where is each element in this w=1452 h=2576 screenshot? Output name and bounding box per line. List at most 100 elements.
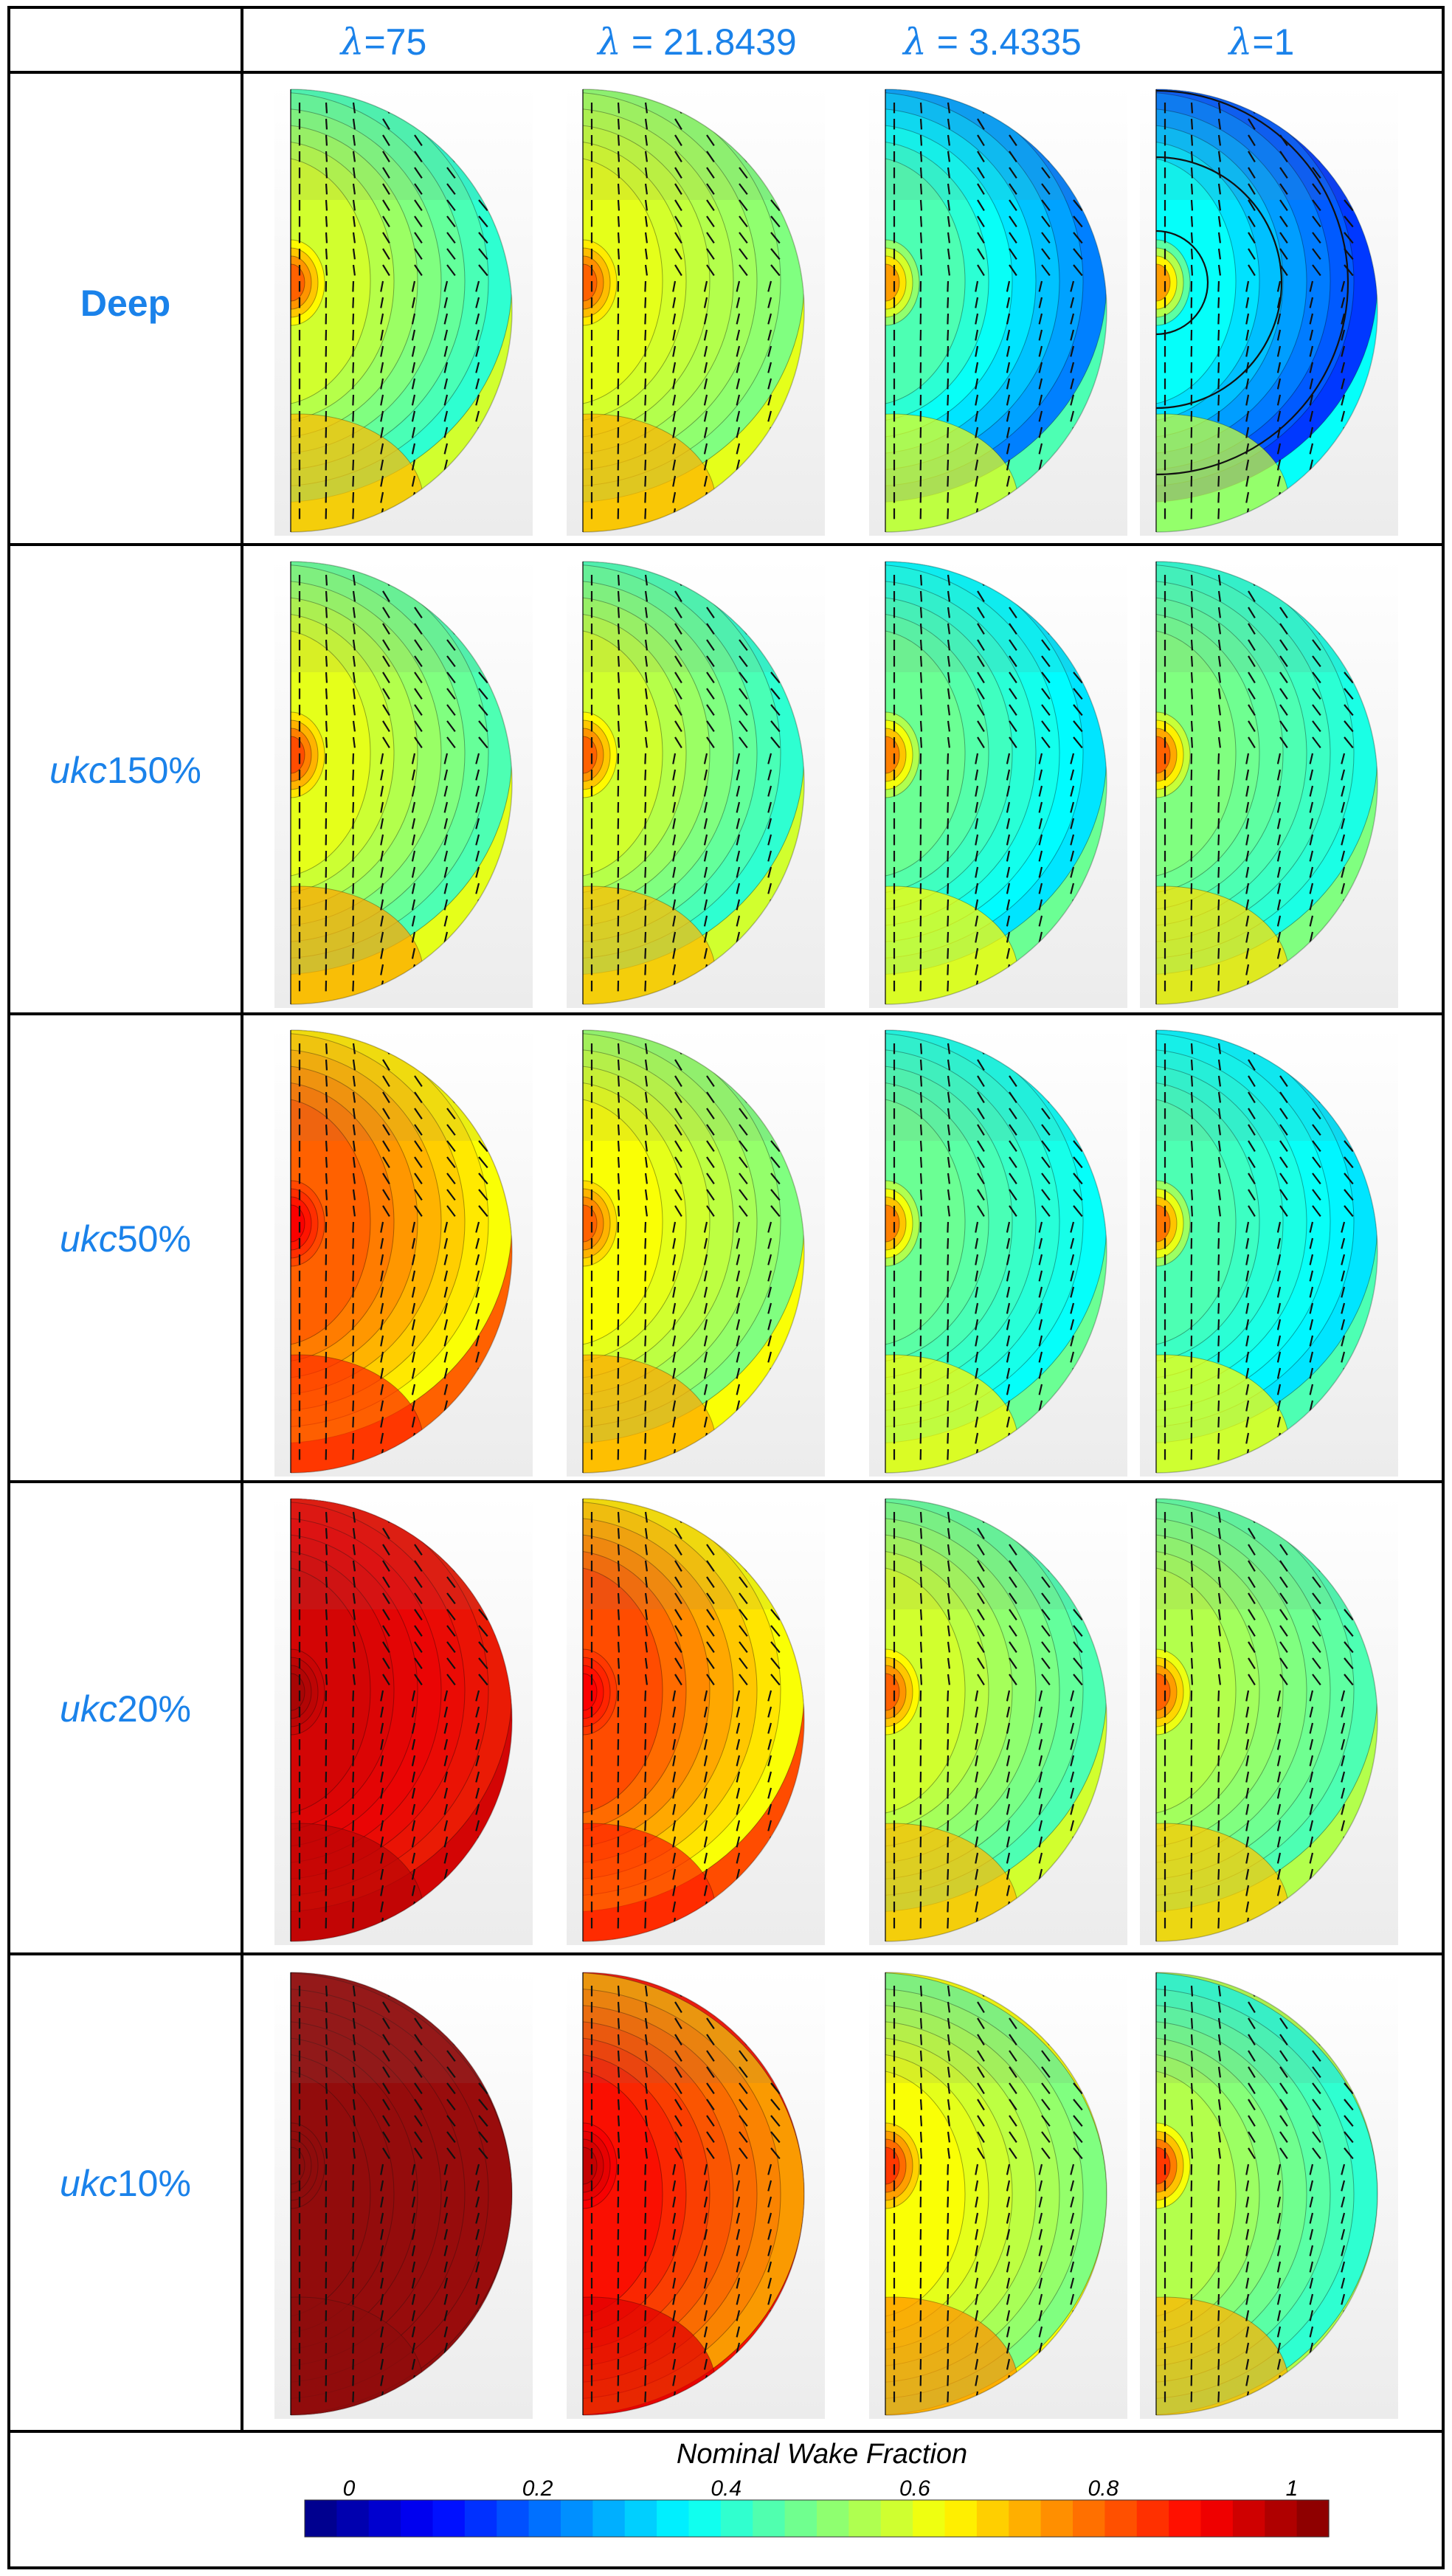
vector-arrow: [1038, 459, 1043, 471]
vector-arrow: [446, 736, 456, 749]
vector-arrow: [977, 623, 985, 635]
vector-arrow: [1276, 1237, 1282, 1249]
vector-arrow: [1276, 866, 1282, 878]
vector-arrow: [1038, 1400, 1043, 1412]
vector-arrow: [770, 2147, 781, 2160]
vector-arrow: [475, 1302, 480, 1314]
vector-arrow: [1073, 1657, 1083, 1670]
vector-arrow: [1248, 248, 1256, 260]
vector-arrow: [644, 1544, 649, 1555]
vector-arrow: [411, 2228, 416, 2240]
vector-arrow: [1248, 1189, 1256, 1201]
vector-arrow: [443, 931, 449, 943]
vector-arrow: [1006, 2342, 1011, 2354]
vector-arrow: [382, 134, 390, 146]
colorbar-segment: [976, 2500, 1009, 2537]
vector-arrow: [380, 2277, 384, 2289]
vector-arrow: [1038, 2212, 1043, 2224]
vector-arrow: [977, 1544, 985, 1555]
vector-arrow: [947, 1091, 951, 1103]
vector-arrow: [1041, 1205, 1051, 1218]
vector-arrow: [1217, 2391, 1220, 2403]
vector-arrow: [672, 1868, 677, 1880]
vector-arrow: [674, 2066, 682, 2078]
vector-arrow: [644, 2326, 647, 2338]
vector-arrow: [1217, 688, 1222, 700]
vector-arrow: [380, 1351, 384, 1363]
vector-arrow: [380, 1254, 384, 1265]
vector-arrow: [1009, 1544, 1017, 1556]
vector-arrow: [1070, 801, 1075, 813]
vector-arrow: [975, 378, 979, 390]
vector-arrow: [1038, 1367, 1043, 1379]
vector-arrow: [478, 688, 488, 700]
vector-arrow: [414, 704, 423, 716]
vector-arrow: [443, 1319, 449, 1330]
vector-arrow: [1248, 1544, 1256, 1555]
vector-arrow: [411, 1738, 416, 1750]
vector-arrow: [947, 785, 950, 797]
vector-arrow: [644, 1641, 649, 1653]
colorbar-segment: [720, 2500, 753, 2537]
vector-arrow: [617, 1985, 620, 1997]
vector-arrow: [644, 410, 647, 422]
vector-arrow: [1006, 1400, 1011, 1412]
vector-arrow: [411, 1787, 416, 1799]
vector-arrow: [352, 264, 356, 276]
vector-arrow: [703, 443, 708, 455]
field-wash: [885, 89, 1077, 200]
vector-arrow: [706, 639, 715, 652]
vector-arrow: [352, 151, 356, 162]
vector-arrow: [919, 720, 923, 732]
vector-arrow: [617, 1511, 620, 1523]
vector-arrow: [644, 1625, 649, 1637]
vector-arrow: [382, 2066, 390, 2078]
vector-arrow: [1217, 2164, 1220, 2175]
vector-arrow: [443, 801, 449, 813]
vector-arrow: [1073, 2099, 1083, 2111]
vector-arrow: [767, 850, 772, 862]
vector-arrow: [443, 362, 449, 373]
vector-arrow: [672, 2261, 677, 2273]
vector-arrow: [739, 655, 748, 668]
colorbar-segment: [1200, 2500, 1234, 2537]
vector-arrow: [1041, 1657, 1051, 1670]
vector-arrow: [352, 1511, 356, 1523]
contour-band: [885, 1097, 966, 1347]
vector-arrow: [1245, 801, 1250, 813]
vector-arrow: [1279, 2017, 1288, 2030]
vector-arrow: [1038, 1755, 1043, 1767]
vector-arrow: [380, 2310, 384, 2321]
vector-arrow: [703, 427, 708, 438]
vector-arrow: [947, 2131, 951, 2143]
vector-arrow: [446, 1674, 456, 1686]
vector-arrow: [770, 232, 781, 244]
half-disc-field: [885, 89, 1107, 533]
vector-arrow: [325, 1108, 328, 1119]
vector-arrow: [919, 2017, 923, 2029]
vector-arrow: [767, 378, 772, 390]
vector-arrow: [1312, 1140, 1321, 1153]
vector-arrow: [325, 607, 328, 618]
vector-arrow: [1245, 459, 1250, 471]
vector-arrow: [1341, 2277, 1346, 2289]
vector-arrow: [414, 2099, 423, 2111]
vector-arrow: [919, 1985, 923, 1997]
vector-arrow: [1006, 1384, 1011, 1395]
vector-arrow: [382, 1205, 390, 1217]
vector-arrow: [1006, 1836, 1011, 1848]
wake-panel-r1-c1: [274, 86, 533, 536]
vector-arrow: [1038, 2277, 1043, 2289]
vector-arrow: [947, 427, 950, 438]
hub-contour: [583, 263, 598, 302]
vector-arrow: [1006, 1820, 1011, 1831]
vector-arrow: [703, 769, 708, 781]
vector-arrow: [1217, 1124, 1222, 1136]
vector-arrow: [674, 1140, 682, 1152]
vector-arrow: [739, 1625, 748, 1637]
vector-arrow: [672, 1836, 677, 1848]
vector-arrow: [352, 736, 356, 748]
vector-arrow: [1038, 2342, 1043, 2354]
vector-arrow: [975, 362, 979, 373]
vector-arrow: [443, 313, 449, 325]
